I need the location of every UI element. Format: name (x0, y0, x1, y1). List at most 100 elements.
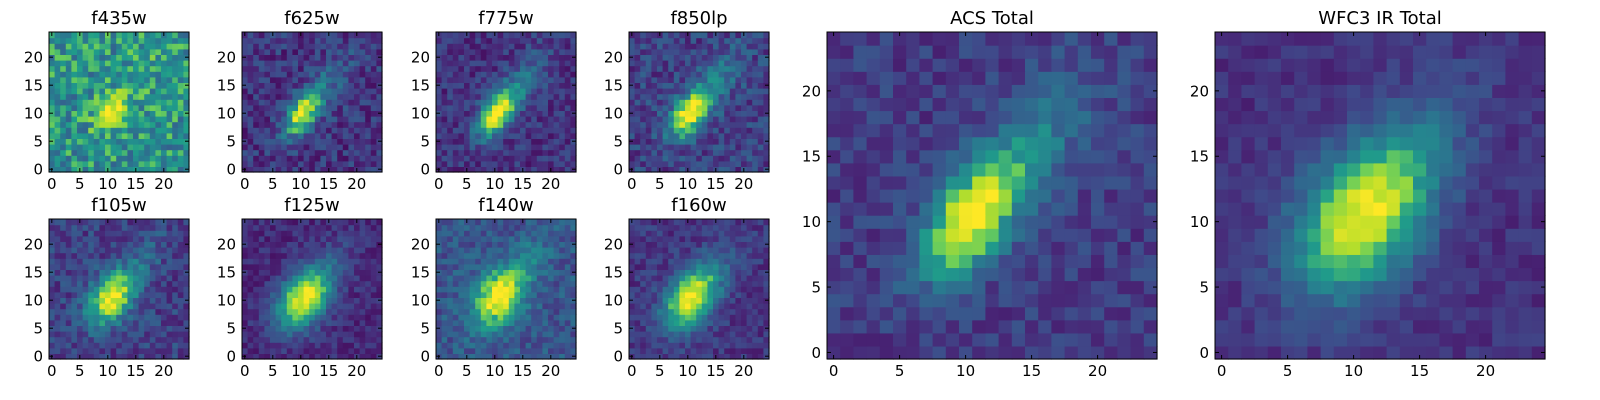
image-cell (359, 263, 366, 270)
image-cell (531, 336, 538, 343)
image-cell (520, 347, 527, 354)
image-cell (281, 219, 288, 226)
image-cell (713, 286, 720, 293)
image-cell (65, 116, 72, 123)
image-cell (486, 269, 493, 276)
image-cell (370, 353, 377, 360)
image-cell (133, 127, 140, 134)
image-cell (657, 149, 664, 156)
image-cell (65, 291, 72, 298)
image-cell (531, 286, 538, 293)
image-cell (514, 144, 521, 151)
image-cell (464, 235, 471, 242)
image-cell (685, 297, 692, 304)
image-cell (458, 263, 465, 270)
image-cell (662, 291, 669, 298)
image-cell (752, 275, 759, 282)
image-cell (116, 65, 123, 72)
image-cell (713, 308, 720, 315)
image-cell (133, 325, 140, 332)
image-cell (270, 325, 277, 332)
image-cell (729, 71, 736, 78)
image-cell (486, 331, 493, 338)
image-cell (309, 235, 316, 242)
image-cell (564, 60, 571, 67)
image-cell (275, 127, 282, 134)
image-cell (492, 269, 499, 276)
image-cell (121, 219, 128, 226)
x-tick-label: 15 (319, 175, 338, 193)
image-cell (752, 347, 759, 354)
image-cell (452, 116, 459, 123)
image-cell (492, 325, 499, 332)
image-cell (486, 43, 493, 50)
image-cell (645, 88, 652, 95)
image-cell (354, 342, 361, 349)
image-cell (93, 252, 100, 259)
image-cell (757, 325, 764, 332)
image-cell (559, 241, 566, 248)
image-cell (531, 280, 538, 287)
image-cell (503, 138, 510, 145)
image-cell (183, 263, 190, 270)
image-cell (752, 99, 759, 106)
image-cell (144, 258, 151, 265)
image-cell (93, 297, 100, 304)
image-cell (93, 166, 100, 173)
image-cell (497, 235, 504, 242)
image-cell (696, 138, 703, 145)
image-cell (469, 121, 476, 128)
image-cell (359, 37, 366, 44)
image-cell (651, 342, 658, 349)
image-cell (640, 110, 647, 117)
image-cell (503, 144, 510, 151)
image-cell (701, 54, 708, 61)
image-cell (525, 297, 532, 304)
image-cell (668, 303, 675, 310)
image-cell (475, 54, 482, 61)
image-cell (662, 336, 669, 343)
image-cell (105, 297, 112, 304)
image-cell (121, 308, 128, 315)
image-cell (657, 275, 664, 282)
image-cell (542, 275, 549, 282)
image-cell (281, 138, 288, 145)
image-cell (376, 76, 383, 83)
image-cell (553, 110, 560, 117)
image-cell (133, 121, 140, 128)
image-cell (82, 247, 89, 254)
image-cell (286, 166, 293, 173)
image-cell (629, 280, 636, 287)
image-cell (82, 116, 89, 123)
image-cell (657, 160, 664, 167)
image-cell (690, 71, 697, 78)
image-cell (177, 247, 184, 254)
image-cell (82, 314, 89, 321)
image-cell (177, 116, 184, 123)
image-cell (155, 132, 162, 139)
image-cell (88, 149, 95, 156)
image-cell (629, 104, 636, 111)
image-cell (110, 48, 117, 55)
image-cell (71, 160, 78, 167)
image-cell (668, 155, 675, 162)
image-cell (247, 331, 254, 338)
image-cell (144, 286, 151, 293)
image-cell (447, 247, 454, 254)
image-cell (757, 88, 764, 95)
image-cell (303, 280, 310, 287)
image-cell (640, 132, 647, 139)
image-cell (71, 76, 78, 83)
image-cell (673, 319, 680, 326)
image-cell (342, 48, 349, 55)
image-cell (242, 314, 249, 321)
image-cell (548, 235, 555, 242)
image-cell (673, 37, 680, 44)
image-cell (696, 275, 703, 282)
image-cell (155, 353, 162, 360)
image-cell (292, 230, 299, 237)
image-cell (54, 224, 61, 231)
image-cell (93, 48, 100, 55)
image-cell (559, 116, 566, 123)
image-cell (447, 37, 454, 44)
